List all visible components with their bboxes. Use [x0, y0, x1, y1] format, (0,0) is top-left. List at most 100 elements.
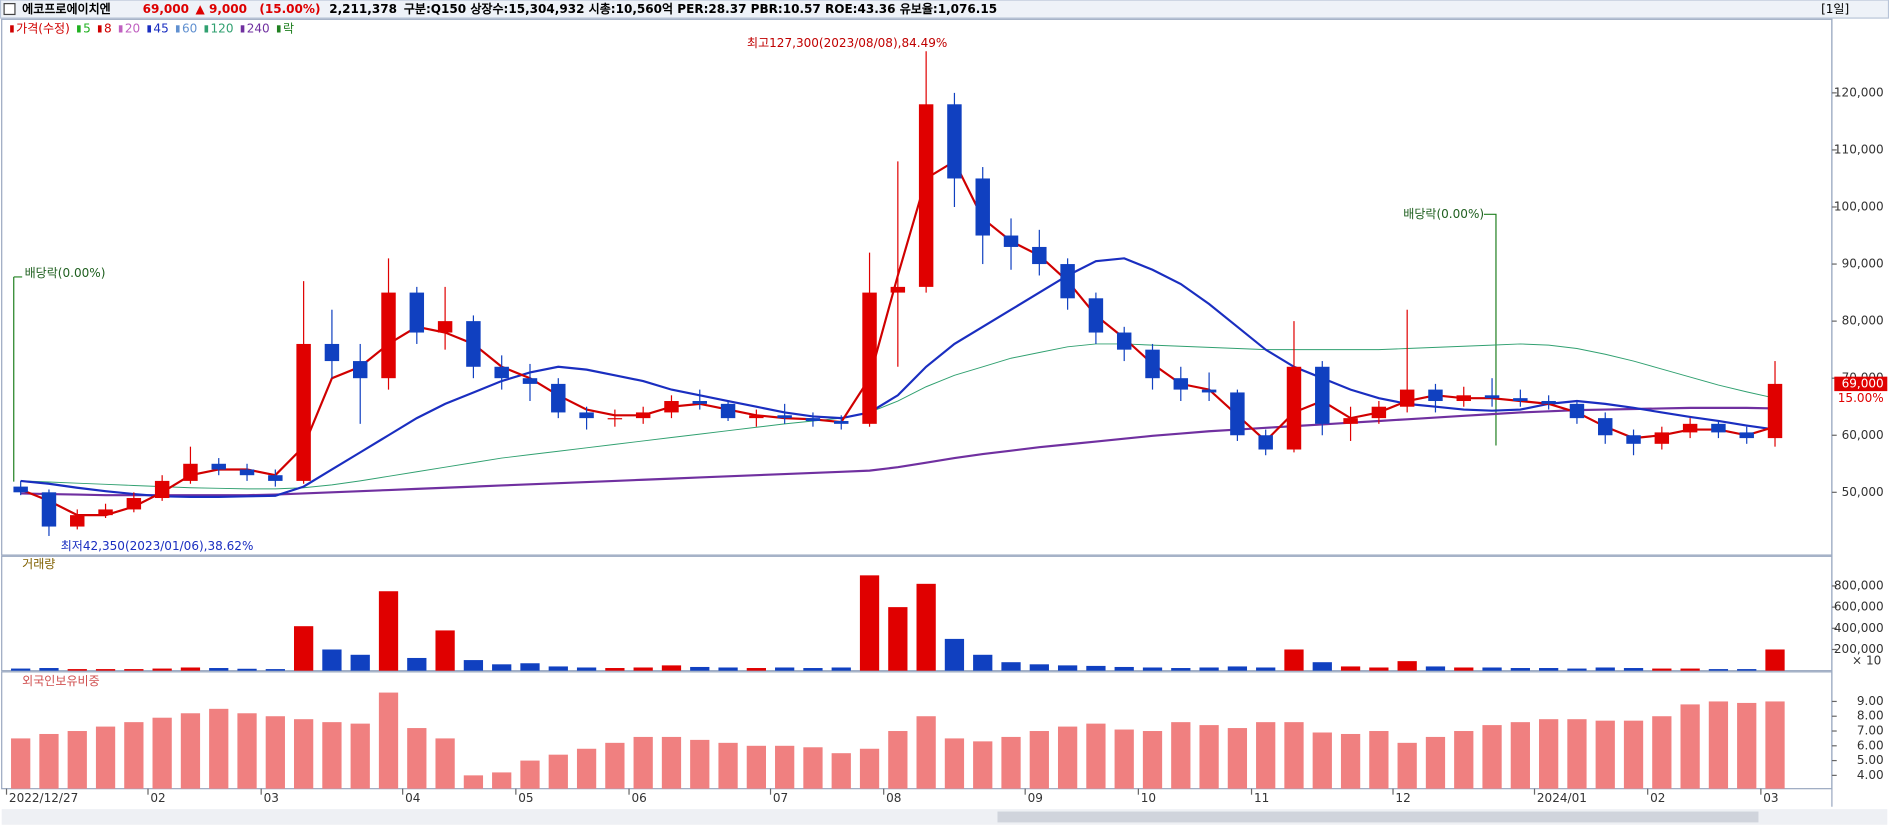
x-tick-label: 08	[886, 791, 901, 805]
candle-body	[324, 343, 340, 362]
y-tick-label: 9.00	[1857, 694, 1884, 708]
bar	[95, 726, 116, 789]
candle-body	[607, 418, 623, 420]
candle-body	[41, 492, 57, 527]
annotation-high: 최고127,300(2023/08/08),84.49%	[747, 36, 947, 50]
candle-body	[1201, 389, 1217, 393]
bar	[1539, 719, 1559, 789]
candle-body	[1258, 435, 1273, 450]
x-tick-label: 05	[518, 791, 533, 805]
legend-swatch	[118, 25, 123, 33]
bar	[209, 708, 229, 789]
bar	[916, 716, 936, 789]
legend-swatch	[240, 25, 245, 33]
bar	[888, 607, 908, 671]
bar	[605, 742, 625, 789]
bar	[1623, 668, 1644, 671]
y-tick-label: 800,000	[1834, 578, 1884, 592]
bar	[1567, 719, 1587, 789]
moving-average	[20, 406, 1776, 497]
x-tick-label: 07	[773, 791, 788, 805]
candle-body	[1315, 366, 1330, 424]
candle-body	[947, 104, 962, 179]
dividend-marker	[13, 213, 1497, 482]
candle-body	[1569, 403, 1585, 419]
stock-name: 에코프로에이치엔	[22, 1, 111, 16]
bar	[407, 728, 427, 789]
annotation-dividend: 배당락(0.00%)	[25, 266, 106, 280]
scroll-thumb[interactable]	[997, 811, 1759, 823]
bar	[492, 772, 512, 789]
bar	[1737, 702, 1757, 789]
legend: 가격(수정) 5 8 20 45 60 120 240 락	[10, 21, 294, 35]
bar	[1369, 731, 1389, 789]
legend-label: 60	[182, 21, 197, 35]
bar	[803, 747, 823, 789]
bar	[237, 668, 257, 671]
bar	[520, 663, 540, 671]
change-pct: (15.00%)	[259, 2, 320, 16]
bar	[1142, 667, 1163, 671]
bar	[1057, 665, 1078, 671]
bar	[378, 692, 399, 789]
bar	[916, 583, 936, 671]
bar	[1142, 731, 1163, 789]
bar	[152, 668, 172, 671]
bar	[378, 591, 399, 671]
candle-body	[1598, 418, 1613, 436]
candle-body	[437, 321, 453, 333]
y-tick-label: 600,000	[1834, 600, 1884, 614]
bar	[1227, 666, 1248, 671]
x-tick-label: 09	[1028, 791, 1043, 805]
candle-body	[1173, 378, 1189, 390]
bar	[1708, 669, 1729, 671]
candle-body	[1003, 235, 1019, 247]
bar	[775, 745, 795, 789]
bar	[1652, 668, 1672, 671]
legend-label: 20	[125, 21, 140, 35]
bar	[661, 736, 682, 789]
y-tick-label: 80,000	[1842, 314, 1884, 328]
bar	[1680, 668, 1700, 671]
candle-body	[296, 343, 311, 481]
candle-body	[1032, 246, 1047, 265]
bar	[350, 723, 370, 789]
y-tick-label: 50,000	[1842, 485, 1884, 499]
candle-body	[890, 286, 906, 293]
bar	[746, 745, 766, 789]
bar	[1171, 722, 1191, 789]
volume: 2,211,378	[329, 2, 397, 16]
bar	[1256, 722, 1276, 789]
candle-body	[466, 321, 481, 367]
bar	[11, 668, 31, 671]
bar	[237, 713, 257, 789]
bar	[293, 626, 314, 671]
y-tick-label: 110,000	[1834, 142, 1884, 156]
bar	[973, 654, 993, 671]
candle-body	[1428, 389, 1443, 402]
candle-body	[1739, 432, 1754, 439]
candle-body	[975, 178, 990, 236]
candle-body	[522, 378, 538, 384]
x-tick-label: 12	[1395, 791, 1410, 805]
x-tick-label: 11	[1254, 791, 1269, 805]
checkbox[interactable]	[3, 3, 16, 16]
y-tick-label: 6.00	[1857, 738, 1884, 752]
bar	[322, 649, 342, 671]
bar	[1284, 722, 1304, 789]
bar	[1086, 723, 1106, 789]
candle-body	[239, 469, 255, 476]
bar	[1595, 667, 1615, 671]
period[interactable]: [1일]	[1821, 2, 1849, 16]
y-tick-label: 90,000	[1842, 257, 1884, 271]
candle-body	[126, 498, 142, 510]
x-tick-label: 2024/01	[1537, 791, 1587, 805]
candle-body	[664, 401, 679, 413]
bar	[520, 760, 540, 789]
candle-body	[1399, 389, 1415, 407]
bar	[1454, 731, 1474, 789]
legend-label: 5	[83, 21, 91, 35]
unit-label: × 10	[1852, 654, 1881, 668]
candle-body	[1343, 418, 1358, 424]
candle-body	[1116, 332, 1132, 350]
